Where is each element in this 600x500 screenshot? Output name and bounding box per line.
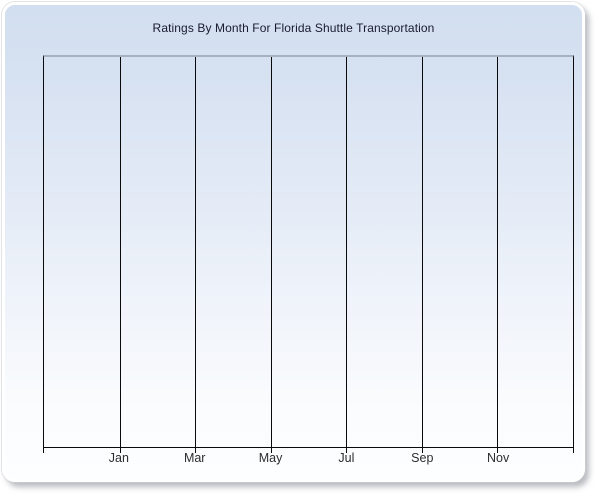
chart-title: Ratings By Month For Florida Shuttle Tra… xyxy=(152,21,435,35)
x-axis-tick xyxy=(270,447,272,453)
x-tick-label: Jan xyxy=(108,451,129,465)
x-axis-tick xyxy=(119,447,121,453)
x-tick-label: Jul xyxy=(338,451,355,465)
x-axis-labels: Jan Mar May Jul Sep Nov xyxy=(43,451,574,467)
vertical-gridline xyxy=(195,57,197,447)
plot-area xyxy=(43,55,574,453)
vertical-gridline xyxy=(346,57,348,447)
x-tick-label: Sep xyxy=(411,451,434,465)
vertical-gridline xyxy=(497,57,499,447)
x-axis-tick xyxy=(43,447,44,453)
chart-panel: Ratings By Month For Florida Shuttle Tra… xyxy=(2,2,585,482)
x-axis-tick xyxy=(573,447,574,453)
x-axis-tick xyxy=(346,447,348,453)
x-axis-tick xyxy=(195,447,197,453)
x-axis-tick xyxy=(497,447,499,453)
vertical-gridline xyxy=(119,57,121,447)
x-axis-tick xyxy=(421,447,423,453)
x-tick-label: Nov xyxy=(487,451,510,465)
vertical-gridline xyxy=(270,57,272,447)
x-tick-label: May xyxy=(258,451,283,465)
x-tick-label: Mar xyxy=(183,451,206,465)
vertical-gridline xyxy=(421,57,423,447)
